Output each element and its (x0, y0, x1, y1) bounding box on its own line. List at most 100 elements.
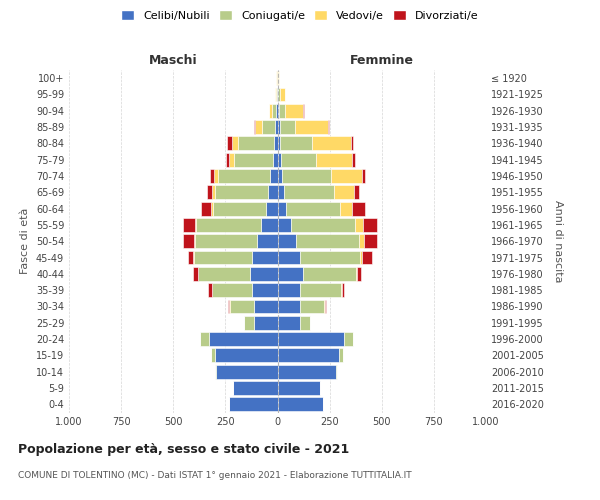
Bar (362, 169, 365, 183)
Bar (215, 348, 277, 362)
Bar (277, 120, 280, 134)
Bar (254, 300, 277, 314)
Bar (277, 332, 344, 346)
Bar (188, 250, 193, 264)
Bar (285, 104, 302, 118)
Bar (216, 365, 277, 378)
Bar (194, 234, 195, 248)
Bar (253, 283, 277, 297)
Bar (272, 104, 277, 118)
Bar (207, 186, 212, 200)
Bar (200, 332, 209, 346)
Bar (254, 316, 277, 330)
Bar (331, 169, 362, 183)
Bar (278, 88, 280, 102)
Bar (352, 153, 355, 166)
Bar (266, 202, 277, 215)
Bar (277, 136, 280, 150)
Bar (316, 153, 352, 166)
Bar (212, 283, 253, 297)
Bar (344, 332, 353, 346)
Bar (195, 234, 257, 248)
Bar (232, 136, 238, 150)
Bar (301, 316, 310, 330)
Bar (277, 186, 284, 200)
Bar (262, 120, 275, 134)
Bar (277, 300, 301, 314)
Bar (363, 218, 377, 232)
Bar (301, 300, 325, 314)
Bar (355, 218, 363, 232)
Bar (328, 120, 329, 134)
Bar (254, 120, 262, 134)
Bar (261, 218, 277, 232)
Bar (274, 153, 277, 166)
Bar (352, 202, 365, 215)
Bar (277, 202, 286, 215)
Bar (313, 136, 351, 150)
Bar (353, 186, 359, 200)
Bar (281, 153, 316, 166)
Bar (275, 88, 276, 102)
Bar (301, 250, 360, 264)
Bar (302, 267, 356, 281)
Bar (277, 234, 296, 248)
Bar (301, 283, 341, 297)
Bar (277, 398, 323, 411)
Bar (277, 316, 301, 330)
Bar (211, 202, 213, 215)
Bar (277, 218, 291, 232)
Bar (356, 267, 357, 281)
Bar (277, 381, 320, 395)
Bar (280, 88, 285, 102)
Text: COMUNE DI TOLENTINO (MC) - Dati ISTAT 1° gennaio 2021 - Elaborazione TUTTITALIA.: COMUNE DI TOLENTINO (MC) - Dati ISTAT 1°… (18, 471, 412, 480)
Bar (209, 332, 277, 346)
Text: Popolazione per età, sesso e stato civile - 2021: Popolazione per età, sesso e stato civil… (18, 442, 349, 456)
Bar (268, 186, 277, 200)
Bar (277, 169, 281, 183)
Bar (253, 250, 277, 264)
Bar (286, 202, 340, 215)
Bar (340, 202, 352, 215)
Bar (274, 136, 277, 150)
Bar (341, 283, 342, 297)
Bar (238, 136, 274, 150)
Bar (276, 88, 277, 102)
Bar (280, 136, 313, 150)
Bar (183, 218, 194, 232)
Bar (277, 104, 278, 118)
Bar (193, 250, 194, 264)
Bar (336, 365, 337, 378)
Bar (198, 267, 250, 281)
Bar (277, 267, 302, 281)
Bar (296, 234, 359, 248)
Bar (325, 300, 326, 314)
Bar (277, 153, 281, 166)
Bar (229, 398, 277, 411)
Bar (278, 104, 285, 118)
Bar (291, 218, 355, 232)
Text: Femmine: Femmine (350, 54, 414, 66)
Bar (213, 202, 266, 215)
Bar (226, 153, 229, 166)
Legend: Celibi/Nubili, Coniugati/e, Vedovi/e, Divorziati/e: Celibi/Nubili, Coniugati/e, Vedovi/e, Di… (117, 6, 483, 25)
Bar (280, 120, 295, 134)
Bar (277, 283, 301, 297)
Bar (182, 234, 194, 248)
Bar (364, 234, 377, 248)
Bar (351, 136, 353, 150)
Bar (357, 267, 361, 281)
Bar (257, 234, 277, 248)
Bar (227, 136, 232, 150)
Bar (269, 104, 272, 118)
Bar (193, 267, 198, 281)
Y-axis label: Anni di nascita: Anni di nascita (553, 200, 563, 282)
Bar (218, 169, 270, 183)
Bar (284, 186, 334, 200)
Bar (234, 153, 274, 166)
Bar (202, 202, 211, 215)
Bar (278, 71, 280, 85)
Bar (244, 316, 254, 330)
Bar (208, 283, 212, 297)
Bar (230, 300, 254, 314)
